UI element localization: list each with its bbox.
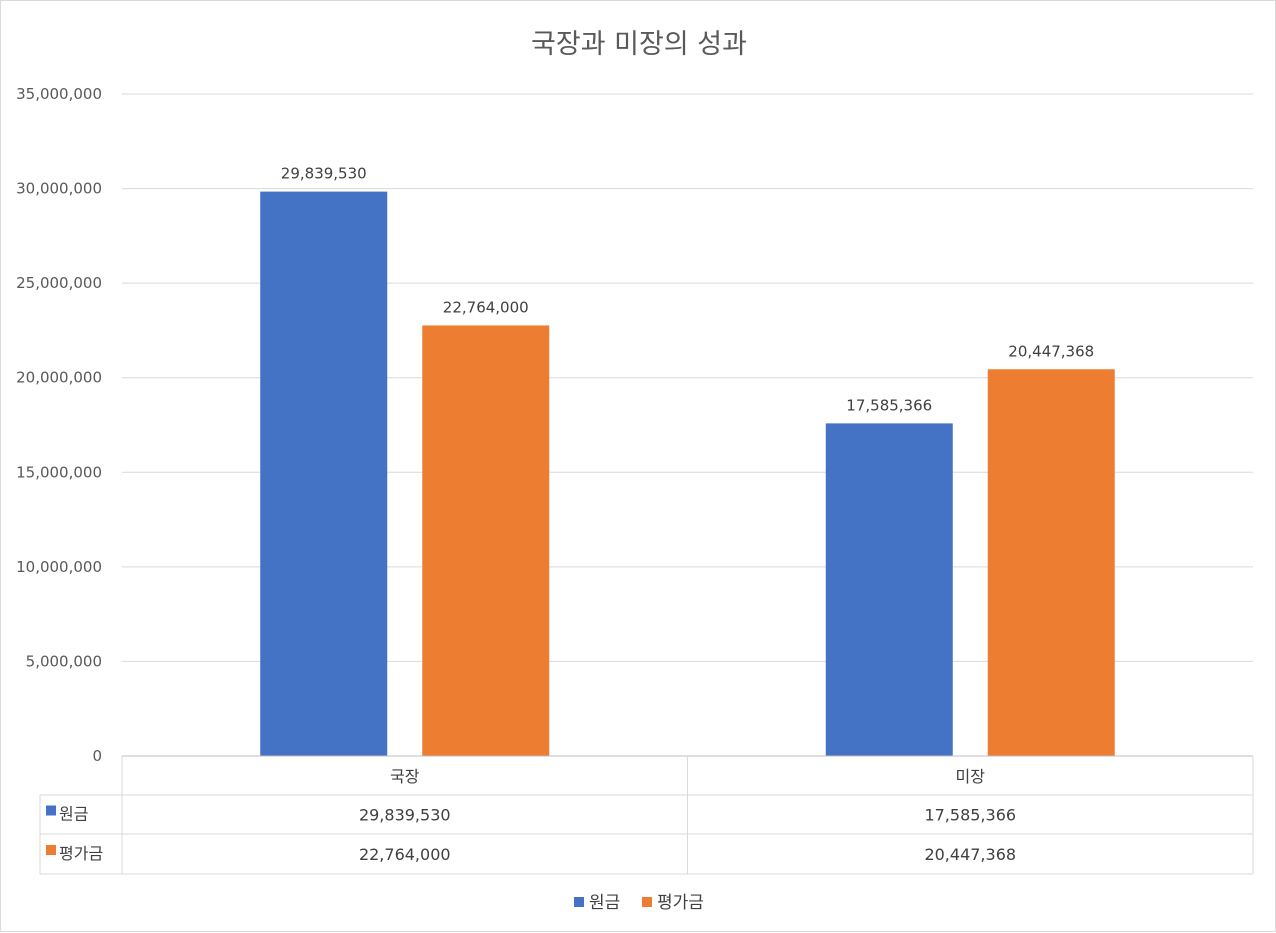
y-tick-label: 30,000,000 <box>16 180 102 198</box>
data-label: 20,447,368 <box>1008 342 1094 360</box>
table-series-name: 평가금 <box>59 844 103 863</box>
x-category-label: 국장 <box>390 767 420 786</box>
chart-title: 국장과 미장의 성과 <box>531 29 747 60</box>
data-label: 17,585,366 <box>846 396 932 414</box>
table-cell: 22,764,000 <box>359 845 451 864</box>
legend-label: 원금 <box>589 893 620 913</box>
table-cell: 20,447,368 <box>924 845 1016 864</box>
y-tick-label: 5,000,000 <box>26 652 102 670</box>
y-tick-label: 0 <box>92 747 102 765</box>
y-axis-ticks: 0 5,000,000 10,000,000 15,000,000 20,000,000… <box>16 85 102 765</box>
data-label: 29,839,530 <box>281 165 367 183</box>
bar-평가금-미장 <box>987 369 1115 756</box>
table-legend-key <box>46 845 56 855</box>
y-tick-label: 10,000,000 <box>16 558 102 576</box>
data-label: 22,764,000 <box>443 298 529 316</box>
legend-swatch <box>642 897 652 907</box>
bar-원금-국장 <box>260 191 388 757</box>
table-cell: 29,839,530 <box>359 806 451 825</box>
legend-label: 평가금 <box>657 893 704 913</box>
table-series-name: 원금 <box>59 805 88 824</box>
legend-swatch <box>574 897 584 907</box>
y-tick-label: 20,000,000 <box>16 369 102 387</box>
table-legend-key <box>46 805 56 816</box>
table-cell: 17,585,366 <box>924 806 1016 825</box>
data-labels: 29,839,530 22,764,000 17,585,366 20,447,368 <box>281 165 1094 415</box>
bars <box>260 191 1115 757</box>
y-tick-label: 35,000,000 <box>16 85 102 103</box>
legend: 원금 평가금 <box>574 893 704 913</box>
y-tick-label: 25,000,000 <box>16 274 102 292</box>
x-category-label: 미장 <box>956 767 986 786</box>
bar-원금-미장 <box>825 423 953 756</box>
y-tick-label: 15,000,000 <box>16 463 102 481</box>
bar-평가금-국장 <box>422 325 550 756</box>
